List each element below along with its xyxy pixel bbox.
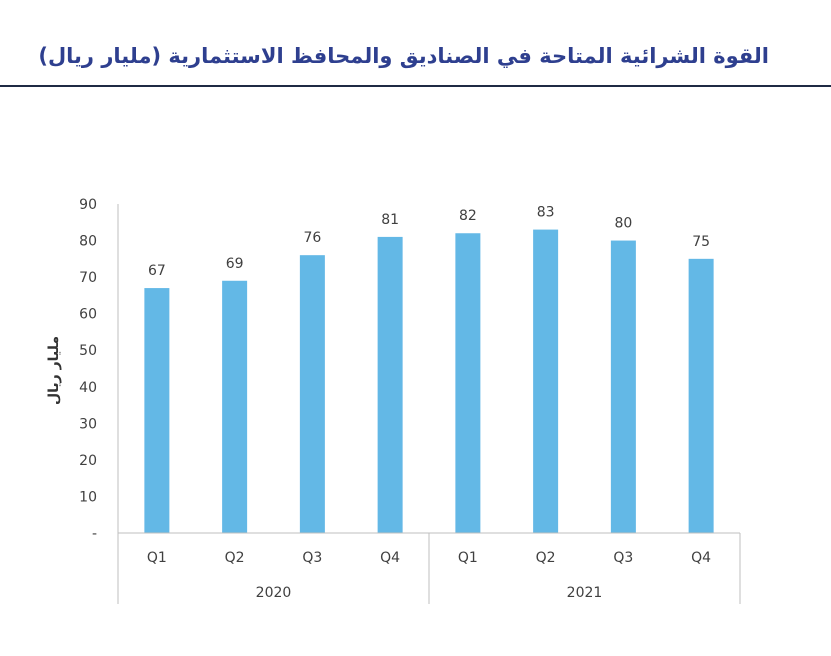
y-axis: - 10 20 30 40 50 60 70 80 90 bbox=[79, 197, 119, 542]
data-label: 69 bbox=[226, 256, 244, 272]
bar bbox=[377, 236, 403, 533]
y-tick-label: 50 bbox=[79, 343, 97, 359]
bar bbox=[144, 288, 170, 533]
x-tick-label: Q4 bbox=[380, 550, 400, 566]
x-tick-label: Q3 bbox=[302, 550, 322, 566]
bar bbox=[222, 280, 248, 533]
data-label: 80 bbox=[614, 216, 632, 232]
y-tick-label: 60 bbox=[79, 307, 97, 323]
x-group-label: 2020 bbox=[256, 585, 292, 601]
chart-title: القوة الشرائية المتاحة في الصناديق والمح… bbox=[38, 44, 769, 68]
bar bbox=[455, 233, 481, 533]
y-tick-label: 80 bbox=[79, 234, 97, 250]
x-tick-label: Q4 bbox=[691, 550, 711, 566]
x-group-label: 2021 bbox=[567, 585, 603, 601]
x-tick-label: Q3 bbox=[613, 550, 633, 566]
x-tick-label: Q2 bbox=[536, 550, 556, 566]
bar bbox=[533, 229, 559, 534]
data-label: 76 bbox=[303, 230, 321, 246]
title-divider bbox=[0, 85, 831, 87]
data-label: 82 bbox=[459, 208, 477, 224]
x-tick-label: Q1 bbox=[147, 550, 167, 566]
bar bbox=[299, 255, 325, 533]
bar bbox=[688, 258, 714, 533]
data-label: 81 bbox=[381, 212, 399, 228]
data-label: 67 bbox=[148, 263, 166, 279]
y-axis-label: مليار ريال bbox=[46, 336, 62, 405]
y-tick-label: 30 bbox=[79, 416, 97, 432]
y-tick-label: 40 bbox=[79, 380, 97, 396]
data-label: 75 bbox=[692, 234, 710, 250]
y-tick-label: 70 bbox=[79, 270, 97, 286]
y-tick-label: 90 bbox=[79, 197, 97, 213]
y-tick-label: 20 bbox=[79, 453, 97, 469]
x-axis: Q1 Q2 Q3 Q4 Q1 Q2 Q3 Q4 2020 2021 bbox=[117, 532, 741, 604]
data-label: 83 bbox=[537, 205, 555, 221]
x-tick-label: Q2 bbox=[225, 550, 245, 566]
bars: 67 69 76 81 82 83 80 75 bbox=[144, 205, 714, 534]
bar bbox=[610, 240, 636, 534]
x-tick-label: Q1 bbox=[458, 550, 478, 566]
y-tick-label: 10 bbox=[79, 489, 97, 505]
y-tick-label: - bbox=[92, 526, 97, 542]
